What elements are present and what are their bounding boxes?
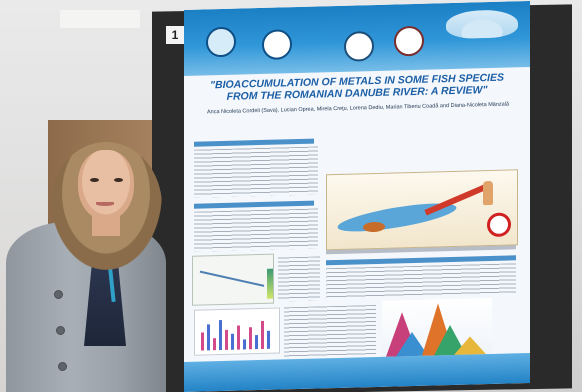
bar-chart-figure [194, 307, 280, 356]
person-icon [483, 180, 493, 206]
chart-bar [237, 325, 240, 350]
chart-bar [225, 329, 228, 350]
poster-authors: Anca Nicoleta Cordeli (Sava), Lucian Opr… [206, 101, 510, 116]
section-header-introduction [194, 200, 314, 209]
chart-bar [213, 338, 216, 351]
coat-button [54, 290, 63, 299]
surface-peak [454, 336, 486, 355]
chart-bar [201, 332, 204, 351]
coat-button [58, 362, 67, 371]
chart-bar [255, 335, 258, 350]
person-eye [90, 178, 99, 182]
person-eye [114, 178, 123, 182]
coat-button [56, 326, 65, 335]
board-number-label: 1 [166, 26, 184, 44]
person-neck [92, 214, 120, 236]
poster-title: "BIOACCUMULATION OF METALS IN SOME FISH … [210, 71, 504, 103]
text-block-methods [278, 256, 320, 302]
person-face [78, 150, 134, 220]
danube-river-line [199, 270, 265, 287]
section-header-abstract [194, 138, 314, 147]
fish-icon [363, 221, 385, 233]
chart-bar [261, 320, 264, 349]
chart-bar [267, 330, 270, 349]
map-color-scale [267, 268, 273, 299]
prohibition-icon [487, 212, 511, 238]
figure-pollution-diagram [326, 169, 518, 251]
text-block-discussion [284, 304, 376, 358]
chart-bar [249, 327, 252, 350]
project-logo-icon [446, 9, 518, 40]
red-arrow-icon [424, 182, 492, 216]
scientific-poster: "BIOACCUMULATION OF METALS IN SOME FISH … [184, 0, 530, 392]
ceiling-light [60, 10, 140, 28]
chart-bar [219, 320, 222, 351]
text-block-introduction [194, 208, 318, 252]
study-area-map [192, 253, 274, 306]
chart-bar [207, 324, 210, 351]
3d-surface-chart [382, 297, 492, 363]
text-block-results [326, 263, 516, 299]
person-mouth [96, 202, 114, 206]
chart-bar [231, 333, 234, 350]
chart-bar [243, 339, 246, 350]
text-block-abstract [194, 146, 318, 198]
